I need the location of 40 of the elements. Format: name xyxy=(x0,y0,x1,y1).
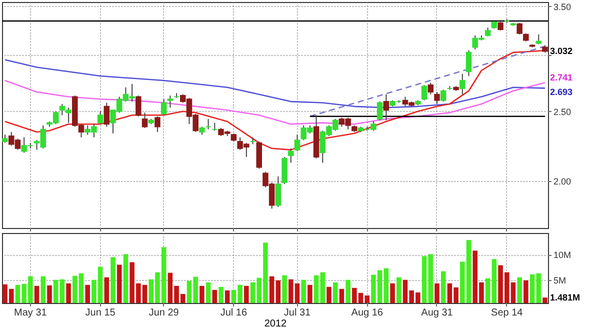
y-tick-label: 5M xyxy=(554,275,566,286)
x-tick-label: Jun 29 xyxy=(148,308,180,318)
candlestick xyxy=(154,116,160,132)
candlestick xyxy=(167,95,174,108)
candlestick xyxy=(428,82,434,95)
candlestick xyxy=(434,92,440,104)
x-tick-label: Sep 14 xyxy=(491,308,524,318)
x-tick-label: May 31 xyxy=(14,308,48,318)
text: 3.032 xyxy=(550,46,573,56)
candlestick xyxy=(142,112,148,129)
line-series xyxy=(4,80,546,125)
candlestick xyxy=(136,95,142,117)
candlestick xyxy=(288,148,294,164)
candlestick xyxy=(160,98,167,116)
x-tick-label: Jul 16 xyxy=(220,308,248,318)
candlestick xyxy=(383,94,390,121)
y-tick-label: 3.50 xyxy=(554,2,572,12)
text: 2.741 xyxy=(550,72,573,83)
candlestick xyxy=(275,176,282,208)
x-tick-label: Jul 31 xyxy=(284,308,312,318)
candlestick xyxy=(466,50,472,77)
text: 1.481M xyxy=(550,292,580,303)
y-tick-label: 10M xyxy=(554,250,572,260)
candlestick xyxy=(516,22,522,35)
candlestick xyxy=(421,84,428,101)
candlestick xyxy=(536,34,542,45)
candlestick xyxy=(294,134,300,152)
x-tick-label: Aug 16 xyxy=(351,308,384,318)
candlestick xyxy=(104,102,110,128)
y-tick-label: 2.00 xyxy=(554,176,572,186)
candlestick xyxy=(376,101,383,121)
y-tick-label: 2.50 xyxy=(554,106,572,117)
x-axis-title: 2012 xyxy=(264,318,288,328)
candlestick xyxy=(97,110,104,125)
candlestick xyxy=(460,73,466,95)
text: 2.693 xyxy=(550,87,573,98)
candlestick xyxy=(440,89,446,102)
candlestick xyxy=(205,118,212,130)
x-tick-label: Aug 31 xyxy=(421,308,454,318)
x-tick-label: Jun 15 xyxy=(85,308,116,318)
